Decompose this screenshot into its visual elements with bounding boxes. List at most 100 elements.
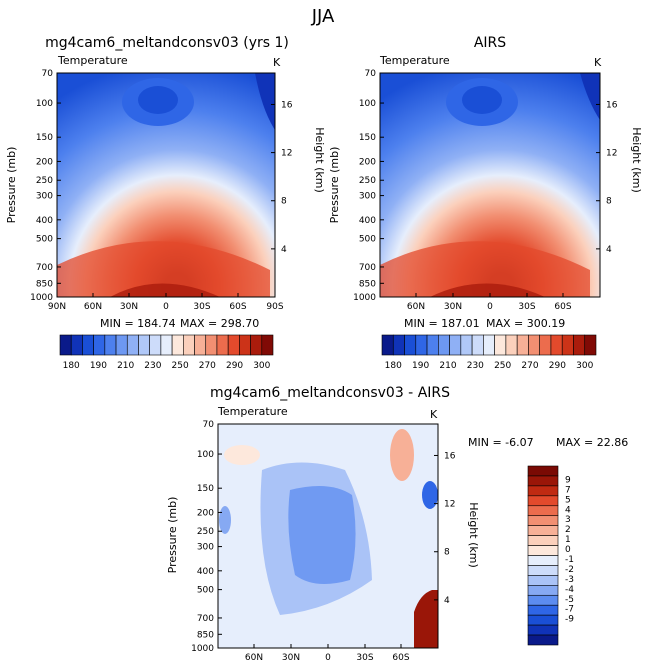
colorbar-swatch — [527, 624, 559, 636]
x-tick-label: 30S — [193, 302, 210, 312]
panel-model-max: MAX = 298.70 — [180, 317, 259, 330]
colorbar-swatch — [93, 334, 106, 356]
y-tick-label: 70 — [203, 420, 215, 430]
colorbar-swatch — [527, 545, 559, 556]
colorbar-swatch — [261, 334, 274, 356]
colorbar-tick-label: 7 — [565, 485, 571, 495]
colorbar-tick-label: 230 — [144, 361, 161, 371]
y-tick-label: 200 — [197, 508, 214, 518]
colorbar-tick-label: -7 — [565, 605, 574, 615]
colorbar-swatch — [216, 334, 229, 356]
colorbar-swatch — [527, 614, 559, 626]
colorbar-swatch — [527, 495, 559, 507]
colorbar-swatch — [471, 334, 484, 356]
panel-diff-negative-core — [288, 486, 356, 584]
panel-model-warm-band — [57, 241, 270, 297]
panel-diff-plot-area — [217, 423, 439, 649]
x-tick-label: 60N — [84, 302, 102, 312]
panel-model-title: mg4cam6_meltandconsv03 (yrs 1) — [45, 35, 289, 51]
colorbar-tick-label: 0 — [565, 545, 571, 555]
colorbar-tick-label: 250 — [172, 361, 189, 371]
colorbar-swatch — [527, 485, 559, 497]
colorbar-swatch — [250, 334, 263, 356]
colorbar-tick-label: 5 — [565, 495, 571, 505]
colorbar-swatch — [82, 334, 94, 356]
colorbar-swatch — [415, 334, 428, 356]
colorbar-swatch — [527, 555, 559, 566]
panel-airs-polar-cold — [580, 73, 600, 120]
panel-diff-title: mg4cam6_meltandconsv03 - AIRS — [210, 385, 450, 401]
colorbar-swatch — [126, 334, 139, 356]
colorbar-tick-label: -9 — [565, 615, 574, 625]
colorbar-swatch — [194, 334, 207, 356]
panel-airs-title: AIRS — [474, 35, 506, 51]
colorbar-tick-label: 180 — [63, 361, 80, 371]
colorbar-tick-label: 230 — [467, 361, 484, 371]
colorbar-swatch — [426, 334, 439, 356]
y-tick-label: 700 — [36, 263, 53, 273]
colorbar-tick-label: 210 — [117, 361, 134, 371]
panel-diff-units: K — [430, 408, 438, 421]
y-tick-label: 300 — [197, 543, 214, 553]
panel-airs: AIRS Temperature K Pressure (mb) Height … — [328, 35, 643, 371]
y-tick-label: 400 — [359, 216, 376, 226]
x-tick-label: 60N — [407, 302, 425, 312]
colorbar-tick-label: -1 — [565, 555, 574, 565]
colorbar-tick-label: 190 — [90, 361, 107, 371]
y-tick-label: 400 — [197, 567, 214, 577]
panel-diff: mg4cam6_meltandconsv03 - AIRS Temperatur… — [166, 385, 628, 663]
height-tick-label: 12 — [444, 500, 455, 510]
x-tick-label: 90S — [266, 302, 283, 312]
y-tick-label: 850 — [197, 630, 214, 640]
panel-model-ylabel: Pressure (mb) — [5, 147, 18, 224]
y-tick-label: 1000 — [30, 293, 53, 303]
panel-model-plot-area — [56, 72, 276, 298]
y-tick-label: 1000 — [353, 293, 376, 303]
colorbar-swatch — [483, 334, 495, 356]
colorbar-tick-label: 180 — [385, 361, 402, 371]
panel-model-subtitle: Temperature — [57, 54, 128, 67]
colorbar-tick-label: 290 — [549, 361, 566, 371]
y-tick-label: 700 — [359, 263, 376, 273]
height-tick-label: 16 — [281, 100, 293, 110]
y-tick-label: 100 — [197, 450, 214, 460]
panel-model: mg4cam6_meltandconsv03 (yrs 1) Temperatu… — [5, 35, 326, 371]
colorbar-tick-label: 290 — [226, 361, 243, 371]
colorbar-swatch — [527, 465, 559, 477]
y-tick-label: 70 — [365, 69, 377, 79]
panel-diff-min: MIN = -6.07 — [468, 436, 534, 449]
colorbar-tick-label: 300 — [576, 361, 593, 371]
panel-diff-warm-bottom — [414, 590, 438, 648]
colorbar-swatch — [392, 334, 405, 356]
y-tick-label: 200 — [36, 157, 53, 167]
x-tick-label: 0 — [325, 653, 331, 663]
panel-diff-subtitle: Temperature — [217, 405, 288, 418]
colorbar-tick-label: 210 — [439, 361, 456, 371]
colorbar-tick-label: 300 — [253, 361, 270, 371]
panel-diff-ylabel-right: Height (km) — [467, 502, 480, 568]
colorbar-swatch — [527, 604, 559, 616]
x-tick-label: 30N — [120, 302, 138, 312]
colorbar-swatch — [171, 334, 184, 356]
y-tick-label: 150 — [197, 484, 214, 494]
colorbar-swatch — [527, 475, 559, 487]
x-tick-label: 0 — [487, 302, 493, 312]
height-tick-label: 16 — [606, 100, 618, 110]
height-tick-label: 16 — [444, 451, 456, 461]
colorbar-swatch — [527, 565, 559, 576]
x-tick-label: 30N — [444, 302, 462, 312]
colorbar-tick-label: 270 — [199, 361, 216, 371]
colorbar-tick-label: 3 — [565, 515, 571, 525]
colorbar-swatch — [527, 634, 559, 646]
panel-airs-ylabel: Pressure (mb) — [328, 147, 341, 224]
colorbar-swatch — [183, 334, 195, 356]
y-tick-label: 250 — [36, 176, 53, 186]
colorbar-swatch — [138, 334, 150, 356]
panel-diff-max: MAX = 22.86 — [556, 436, 628, 449]
colorbar-swatch — [573, 334, 586, 356]
x-tick-label: 0 — [163, 302, 169, 312]
colorbar-tick-label: -2 — [565, 565, 574, 575]
y-tick-label: 500 — [36, 235, 53, 245]
y-tick-label: 200 — [359, 157, 376, 167]
panel-airs-warm-core — [430, 283, 545, 297]
